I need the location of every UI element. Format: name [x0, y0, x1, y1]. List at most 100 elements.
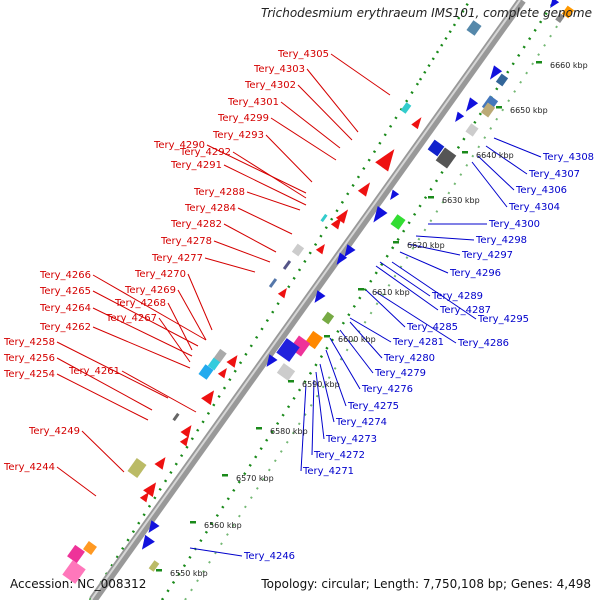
forward-label-leader [306, 68, 359, 133]
reverse-gene-label: Tery_4276 [361, 384, 413, 395]
reverse-label-leader [471, 161, 508, 208]
reverse-label-leader [339, 329, 374, 374]
forward-label-leader [158, 317, 191, 363]
reverse-label-leader [300, 383, 307, 472]
reverse-gene-arrow [550, 0, 560, 9]
forward-label-leader [206, 144, 307, 194]
gene-block-olive [321, 311, 335, 325]
gene-block-orange [83, 541, 97, 555]
accession-text: Accession: NC_008312 [10, 577, 147, 591]
reverse-gene-label: Tery_4280 [383, 353, 435, 364]
forward-label-leader [270, 117, 337, 161]
forward-gene-arrow [154, 457, 166, 470]
gene-block-cyan [207, 357, 221, 371]
gene-block-cyan [400, 102, 412, 114]
gene-block-olive [127, 458, 147, 478]
gene-block-cyan [320, 213, 328, 223]
reverse-label-leader [365, 289, 406, 328]
forward-gene-label: Tery_4254 [3, 369, 55, 380]
forward-gene-arrow [217, 367, 227, 379]
reverse-label-leader [375, 265, 439, 311]
gene-block-tan [480, 102, 496, 118]
reverse-gene-label: Tery_4279 [374, 368, 426, 379]
reverse-gene-label: Tery_4307 [528, 169, 580, 180]
tick-mark [428, 196, 434, 199]
tick-label: 6650 kbp [510, 106, 548, 115]
tick-label: 6620 kbp [407, 241, 445, 250]
forward-gene-label: Tery_4262 [39, 322, 91, 333]
forward-label-leader [56, 373, 149, 421]
gene-block-grey [465, 123, 479, 137]
reverse-label-leader [325, 349, 347, 407]
forward-gene-label: Tery_4249 [28, 426, 80, 437]
gene-block-slate [268, 278, 278, 288]
forward-label-leader [204, 257, 256, 273]
tick-mark [256, 427, 262, 430]
forward-gene-arrow [179, 435, 189, 447]
gene-block-steel [495, 73, 509, 87]
tick-mark [358, 288, 364, 291]
label-leader-lines [56, 53, 542, 557]
forward-label-leader [223, 223, 277, 253]
forward-gene-label: Tery_4284 [184, 203, 236, 214]
reverse-label-leader [493, 137, 542, 158]
forward-gene-arrow [143, 482, 157, 498]
forward-label-leader [177, 289, 207, 341]
forward-label-leader [297, 84, 353, 141]
forward-gene-label: Tery_4299 [217, 113, 269, 124]
forward-gene-label: Tery_4288 [193, 187, 245, 198]
tick-mark [222, 474, 228, 477]
reverse-gene-label: Tery_4285 [406, 322, 458, 333]
forward-gene-arrow [226, 355, 238, 368]
forward-label-leader [121, 370, 197, 413]
forward-gene-arrow [139, 491, 149, 503]
forward-label-leader [280, 101, 341, 149]
reverse-gene-label: Tery_4289 [431, 291, 483, 302]
tick-label: 6550 kbp [170, 569, 208, 578]
forward-gene-label: Tery_4301 [227, 97, 279, 108]
tick-label: 6630 kbp [442, 196, 480, 205]
gene-block-grey [291, 243, 305, 257]
reverse-gene-label: Tery_4297 [461, 250, 513, 261]
reverse-gene-arrow [148, 520, 160, 533]
forward-label-leader [167, 302, 193, 351]
tick-mark [156, 569, 162, 572]
forward-label-leader [92, 326, 191, 369]
gene-block-grey [555, 13, 565, 23]
reverse-label-leader [477, 155, 515, 191]
reverse-gene-label: Tery_4271 [302, 466, 354, 477]
reverse-gene-label: Tery_4275 [347, 401, 399, 412]
reverse-gene-label: Tery_4298 [475, 235, 527, 246]
reverse-gene-label: Tery_4272 [313, 450, 365, 461]
gene-block-blue [427, 139, 445, 157]
reverse-gene-label: Tery_4304 [508, 202, 560, 213]
dotted-guide-lines [88, 0, 575, 600]
reverse-gene-arrow [390, 189, 400, 201]
gene-block-pink [62, 560, 86, 584]
reverse-label-leader [379, 261, 431, 297]
forward-gene-label: Tery_4264 [39, 303, 91, 314]
tick-label: 6660 kbp [550, 61, 588, 70]
reverse-label-leader [415, 235, 475, 241]
gene-block-blue [276, 338, 300, 362]
reverse-gene-label: Tery_4246 [243, 551, 295, 562]
forward-label-leader [92, 274, 207, 341]
genome-backbone-highlight [90, 0, 521, 600]
forward-label-leader [246, 191, 301, 211]
reverse-label-leader [375, 291, 457, 344]
tick-mark [190, 521, 196, 524]
reverse-gene-label: Tery_4300 [488, 219, 540, 230]
reverse-gene-label: Tery_4274 [335, 417, 387, 428]
forward-gene-label: Tery_4293 [212, 130, 264, 141]
forward-gene-arrow [180, 425, 192, 438]
reverse-label-leader [407, 243, 461, 256]
reverse-label-leader [329, 337, 361, 390]
gene-block-dark [435, 147, 457, 169]
gene-block-olive [148, 560, 160, 572]
reverse-label-leader [315, 371, 325, 440]
reverse-gene-label: Tery_4308 [542, 152, 594, 163]
forward-gene-arrow [330, 217, 342, 230]
reverse-label-leader [399, 251, 449, 274]
forward-gene-label: Tery_4258 [3, 337, 55, 348]
